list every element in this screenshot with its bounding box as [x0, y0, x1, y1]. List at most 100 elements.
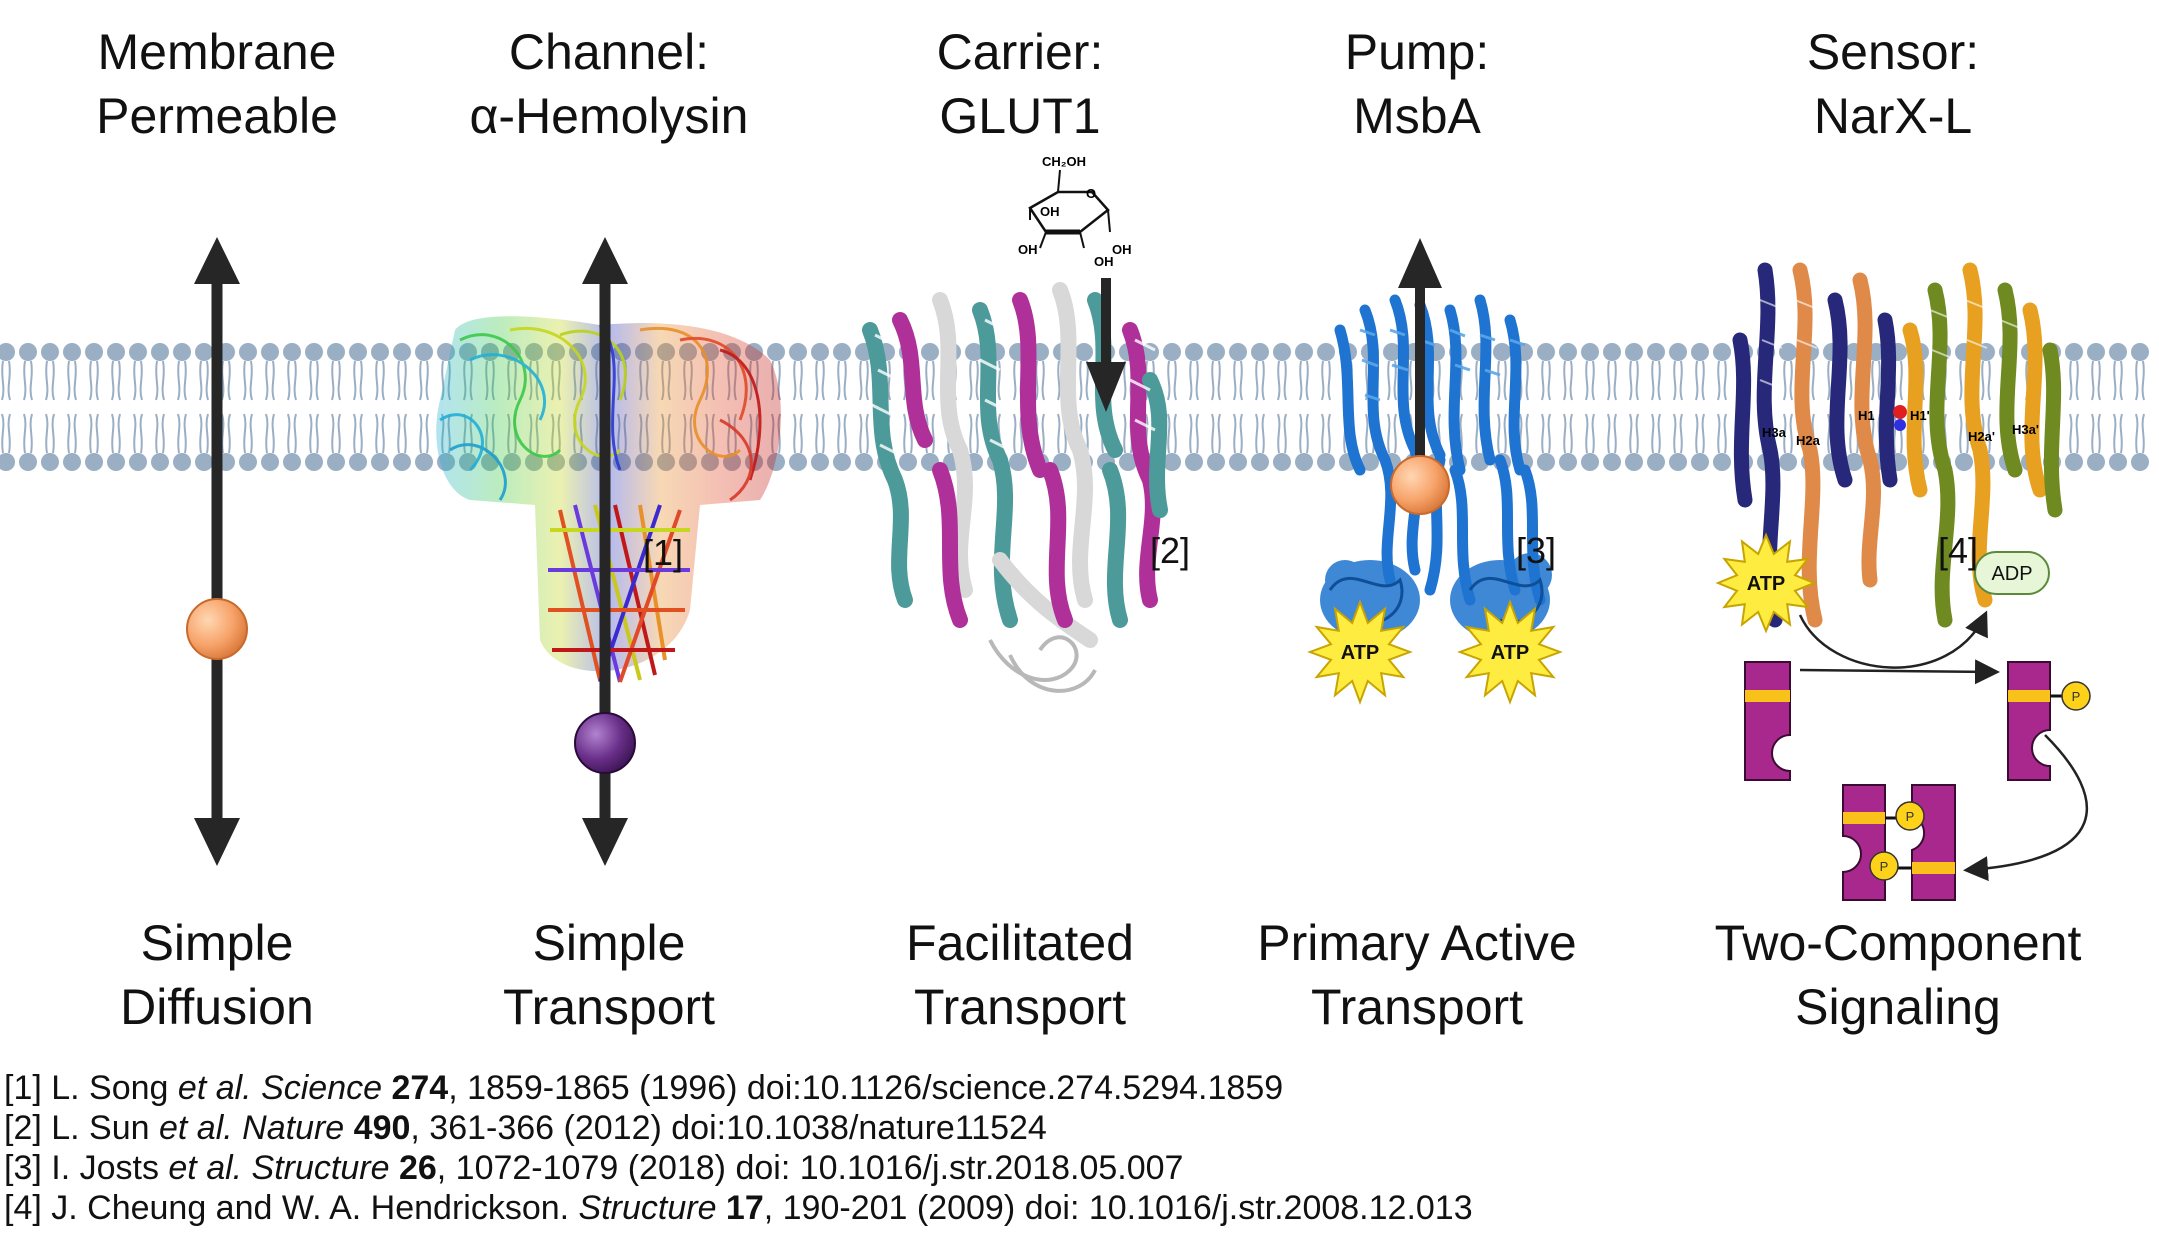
- lipid-tail: [221, 360, 231, 401]
- reference-4: [4] J. Cheung and W. A. Hendrickson. Str…: [4, 1189, 1473, 1227]
- lipid-tail: [419, 360, 429, 401]
- lipid-head: [1537, 343, 1555, 361]
- lipid-head: [1383, 343, 1401, 361]
- lipid-tail: [23, 360, 33, 401]
- lipid-tail: [1717, 360, 1727, 401]
- lipid-tail: [1695, 413, 1705, 454]
- lipid-head: [2109, 453, 2127, 471]
- lipid-head: [1779, 343, 1797, 361]
- lipid-tail: [1189, 360, 1199, 401]
- lipid-head: [1317, 343, 1335, 361]
- lipid-tail: [243, 413, 253, 454]
- lipid-head: [1273, 453, 1291, 471]
- lipid-tail: [925, 360, 935, 401]
- lipid-tail: [859, 413, 869, 454]
- glucose-oh-label-1: OH: [1040, 204, 1060, 219]
- glucose-ch2oh-label: CH₂OH: [1042, 154, 1086, 169]
- lipid-head: [1559, 343, 1577, 361]
- reference-3: [3] I. Josts et al. Structure 26, 1072-1…: [4, 1149, 1184, 1187]
- lipid-head: [1185, 453, 1203, 471]
- lipid-tail: [1255, 413, 1265, 454]
- lipid-head: [1185, 343, 1203, 361]
- lipid-head: [1075, 343, 1093, 361]
- lipid-head: [261, 343, 279, 361]
- lipid-head: [1207, 453, 1225, 471]
- lipid-head: [85, 343, 103, 361]
- lipid-tail: [2069, 360, 2079, 401]
- helix-label-h1-prime: H1': [1910, 408, 1930, 423]
- column-title-pump: Pump: MsbA: [1344, 24, 1490, 144]
- glucose-molecule: CH₂OH O OH OH OH OH: [1018, 154, 1132, 269]
- lipid-head: [1581, 453, 1599, 471]
- lipid-head: [1603, 343, 1621, 361]
- lipid-head: [239, 453, 257, 471]
- lipid-head: [371, 343, 389, 361]
- lipid-tail: [1673, 413, 1683, 454]
- lipid-tail: [375, 360, 385, 401]
- lipid-tail: [2113, 360, 2123, 401]
- lipid-head: [415, 453, 433, 471]
- lipid-head: [855, 453, 873, 471]
- diffusion-arrow: [194, 237, 240, 866]
- lipid-tail: [199, 413, 209, 454]
- lipid-tail: [1211, 413, 1221, 454]
- lipid-head: [173, 453, 191, 471]
- lipid-tail: [1541, 413, 1551, 454]
- lipid-tail: [1541, 360, 1551, 401]
- lipid-head: [1845, 453, 1863, 471]
- lipid-tail: [331, 360, 341, 401]
- lipid-tail: [1585, 413, 1595, 454]
- references-list: [1] L. Song et al. Science 274, 1859-186…: [4, 1068, 1473, 1228]
- lipid-tail: [45, 413, 55, 454]
- lipid-head: [1713, 343, 1731, 361]
- helix-label-h1: H1: [1858, 408, 1875, 423]
- atp-label: ATP: [1747, 573, 1786, 595]
- lipid-head: [1603, 453, 1621, 471]
- lipid-head: [1163, 453, 1181, 471]
- lipid-tail: [309, 360, 319, 401]
- lipid-tail: [177, 413, 187, 454]
- lipid-tail: [397, 360, 407, 401]
- lipid-head: [811, 453, 829, 471]
- lipid-tail: [1519, 413, 1529, 454]
- response-regulator-phosphorylated: P: [2007, 661, 2091, 781]
- lipid-head: [1559, 453, 1577, 471]
- lipid-tail: [1629, 413, 1639, 454]
- lipid-tail: [265, 413, 275, 454]
- lipid-head: [2087, 343, 2105, 361]
- lipid-tail: [67, 413, 77, 454]
- lipid-head: [811, 343, 829, 361]
- phosphate-label: P: [1906, 809, 1915, 824]
- lipid-head: [2109, 343, 2127, 361]
- lipid-tail: [287, 413, 297, 454]
- glut1-structure: [862, 282, 1168, 693]
- lipid-head: [1625, 343, 1643, 361]
- lipid-head: [371, 453, 389, 471]
- lipid-tail: [111, 360, 121, 401]
- lipid-tail: [1, 413, 11, 454]
- adp-badge: ADP: [1974, 551, 2050, 595]
- atp-to-adp-arrow: [1798, 610, 1988, 669]
- column-caption-primary-active-transport: Primary Active Transport: [1257, 915, 1577, 1035]
- lipid-head: [1537, 453, 1555, 471]
- lipid-head: [1163, 343, 1181, 361]
- lipid-head: [1691, 343, 1709, 361]
- column-title-channel: Channel: α-Hemolysin: [469, 24, 749, 144]
- lipid-tail: [2135, 413, 2145, 454]
- lipid-head: [1229, 343, 1247, 361]
- lipid-head: [2065, 343, 2083, 361]
- lipid-tail: [397, 413, 407, 454]
- lipid-head: [2087, 453, 2105, 471]
- phosphate-icon: [1869, 851, 1899, 881]
- lipid-head: [2131, 343, 2149, 361]
- lipid-head: [151, 453, 169, 471]
- lipid-tail: [1563, 413, 1573, 454]
- lipid-tail: [2135, 360, 2145, 401]
- phosphate-label: P: [2072, 689, 2081, 704]
- ref-mark-2: [2]: [1150, 530, 1191, 571]
- lipid-tail: [1783, 360, 1793, 401]
- lipid-tail: [1981, 360, 1991, 401]
- lipid-tail: [1299, 413, 1309, 454]
- lipid-tail: [1211, 360, 1221, 401]
- reference-1: [1] L. Song et al. Science 274, 1859-186…: [4, 1069, 1284, 1107]
